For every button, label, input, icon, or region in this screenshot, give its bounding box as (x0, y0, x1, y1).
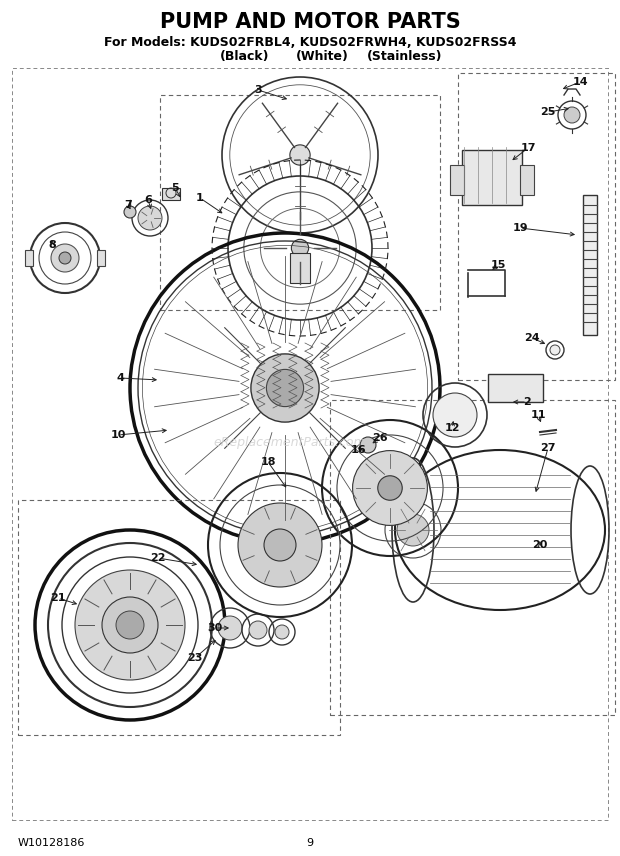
Text: 10: 10 (110, 430, 126, 440)
Bar (458, 73, 615, 380)
Text: 15: 15 (490, 260, 506, 270)
Circle shape (116, 611, 144, 639)
Bar (520, 165, 534, 195)
Circle shape (378, 476, 402, 500)
Circle shape (397, 514, 429, 546)
Circle shape (59, 252, 71, 264)
Text: 30: 30 (207, 623, 223, 633)
Circle shape (238, 503, 322, 587)
Circle shape (249, 621, 267, 639)
Bar (450, 165, 464, 195)
Text: 18: 18 (260, 457, 276, 467)
Text: For Models: KUDS02FRBL4, KUDS02FRWH4, KUDS02FRSS4: For Models: KUDS02FRBL4, KUDS02FRWH4, KU… (104, 35, 516, 49)
Text: 5: 5 (171, 183, 179, 193)
Circle shape (251, 354, 319, 422)
Circle shape (264, 529, 296, 561)
Circle shape (218, 616, 242, 640)
Circle shape (291, 240, 309, 257)
Text: 12: 12 (445, 423, 460, 433)
Text: 24: 24 (524, 333, 540, 343)
Bar (162, 188, 180, 200)
Circle shape (353, 450, 427, 526)
Bar (160, 95, 440, 310)
Text: W10128186: W10128186 (18, 838, 86, 848)
Circle shape (275, 625, 289, 639)
Text: eReplacementParts.com: eReplacementParts.com (214, 436, 366, 449)
Text: 26: 26 (372, 433, 388, 443)
Text: 3: 3 (254, 85, 262, 95)
Text: 1: 1 (196, 193, 204, 203)
Bar (12, 68, 608, 820)
Bar (25, 250, 33, 266)
Text: 9: 9 (306, 838, 314, 848)
Circle shape (433, 393, 477, 437)
Text: PUMP AND MOTOR PARTS: PUMP AND MOTOR PARTS (159, 12, 461, 32)
Text: 2: 2 (523, 397, 531, 407)
Circle shape (51, 244, 79, 272)
Bar (488, 374, 543, 402)
Text: (Stainless): (Stainless) (367, 50, 443, 62)
Text: 7: 7 (124, 200, 132, 210)
Circle shape (564, 107, 580, 123)
Text: (Black): (Black) (220, 50, 270, 62)
Bar (97, 250, 105, 266)
Circle shape (75, 570, 185, 680)
Circle shape (102, 597, 158, 653)
Bar (18, 500, 340, 735)
Text: 8: 8 (48, 240, 56, 250)
Text: 6: 6 (144, 195, 152, 205)
Text: 4: 4 (116, 373, 124, 383)
Circle shape (550, 345, 560, 355)
Circle shape (290, 145, 310, 165)
Circle shape (360, 437, 376, 453)
Bar (290, 253, 310, 283)
Text: 23: 23 (187, 653, 203, 663)
Bar (462, 150, 522, 205)
Text: 17: 17 (520, 143, 536, 153)
Text: 19: 19 (512, 223, 528, 233)
Text: 14: 14 (572, 77, 588, 87)
Text: 22: 22 (150, 553, 166, 563)
Bar (583, 195, 597, 335)
Text: (White): (White) (296, 50, 348, 62)
Circle shape (124, 206, 136, 218)
Text: 27: 27 (540, 443, 556, 453)
Text: 25: 25 (540, 107, 556, 117)
Circle shape (267, 370, 304, 407)
Text: 16: 16 (350, 445, 366, 455)
Text: 11: 11 (530, 410, 546, 420)
Bar (330, 400, 615, 715)
Circle shape (138, 206, 162, 230)
Text: 20: 20 (533, 540, 547, 550)
Text: 21: 21 (50, 593, 66, 603)
